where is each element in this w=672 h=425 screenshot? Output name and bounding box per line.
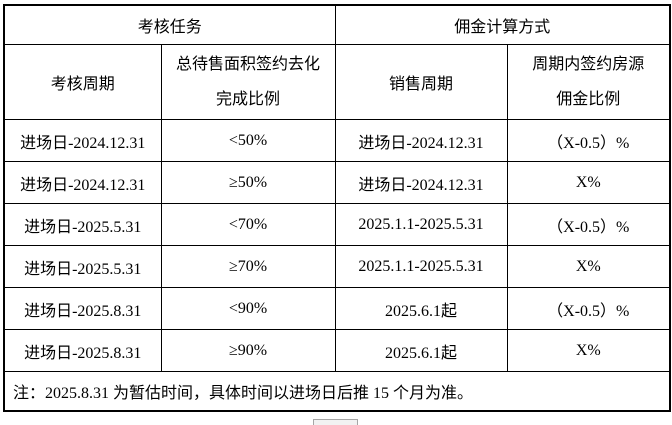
column-header-completion-ratio-line1: 总待售面积签约去化 [176,56,321,73]
cell-assessment-period: 进场日-2025.5.31 [3,203,162,246]
header-group-commission-method: 佣金计算方式 [334,4,671,45]
table-row: 进场日-2025.5.31 ≥70% 2025.1.1-2025.5.31 X% [3,245,671,288]
cell-assessment-period: 进场日-2024.12.31 [3,119,162,162]
commission-assessment-table: 考核任务 佣金计算方式 考核周期 总待售面积签约去化 完成比例 销售周期 周期内… [3,4,672,412]
column-header-sales-period: 销售周期 [334,44,508,120]
column-header-completion-ratio-line2: 完成比例 [216,91,281,108]
cell-commission-rate: （X-0.5）% [506,119,671,162]
header-group-row: 考核任务 佣金计算方式 [3,4,671,45]
cell-sales-period: 2025.1.1-2025.5.31 [334,203,508,246]
cell-sales-period: 2025.1.1-2025.5.31 [334,245,508,288]
cell-commission-rate: X% [506,161,671,204]
footnote-text: 注：2025.8.31 为暂估时间，具体时间以进场日后推 15 个月为准。 [3,371,671,412]
column-header-assessment-period: 考核周期 [3,44,162,120]
table-row: 进场日-2024.12.31 <50% 进场日-2024.12.31 （X-0.… [3,119,671,162]
cell-sales-period: 进场日-2024.12.31 [334,161,508,204]
cell-assessment-period: 进场日-2024.12.31 [3,161,162,204]
column-header-row: 考核周期 总待售面积签约去化 完成比例 销售周期 周期内签约房源 佣金比例 [3,44,671,120]
cell-assessment-period: 进场日-2025.8.31 [3,287,162,330]
cell-sales-period: 2025.6.1起 [334,329,508,372]
table-resize-handle[interactable] [313,419,358,425]
column-header-completion-ratio: 总待售面积签约去化 完成比例 [160,44,336,120]
cell-sales-period: 2025.6.1起 [334,287,508,330]
table-row: 进场日-2025.8.31 <90% 2025.6.1起 （X-0.5）% [3,287,671,330]
footnote-row: 注：2025.8.31 为暂估时间，具体时间以进场日后推 15 个月为准。 [3,371,671,412]
cell-completion-ratio: <50% [160,119,336,162]
cell-completion-ratio: <90% [160,287,336,330]
column-header-commission-rate: 周期内签约房源 佣金比例 [506,44,671,120]
table-row: 进场日-2025.8.31 ≥90% 2025.6.1起 X% [3,329,671,372]
cell-completion-ratio: <70% [160,203,336,246]
cell-sales-period: 进场日-2024.12.31 [334,119,508,162]
table-row: 进场日-2025.5.31 <70% 2025.1.1-2025.5.31 （X… [3,203,671,246]
cell-completion-ratio: ≥70% [160,245,336,288]
table-row: 进场日-2024.12.31 ≥50% 进场日-2024.12.31 X% [3,161,671,204]
header-group-assessment-task: 考核任务 [3,4,336,45]
column-header-commission-rate-line2: 佣金比例 [556,91,621,108]
cell-commission-rate: X% [506,329,671,372]
cell-assessment-period: 进场日-2025.5.31 [3,245,162,288]
cell-completion-ratio: ≥50% [160,161,336,204]
cell-assessment-period: 进场日-2025.8.31 [3,329,162,372]
cell-commission-rate: （X-0.5）% [506,203,671,246]
cell-completion-ratio: ≥90% [160,329,336,372]
column-header-commission-rate-line1: 周期内签约房源 [532,56,645,73]
cell-commission-rate: （X-0.5）% [506,287,671,330]
cell-commission-rate: X% [506,245,671,288]
